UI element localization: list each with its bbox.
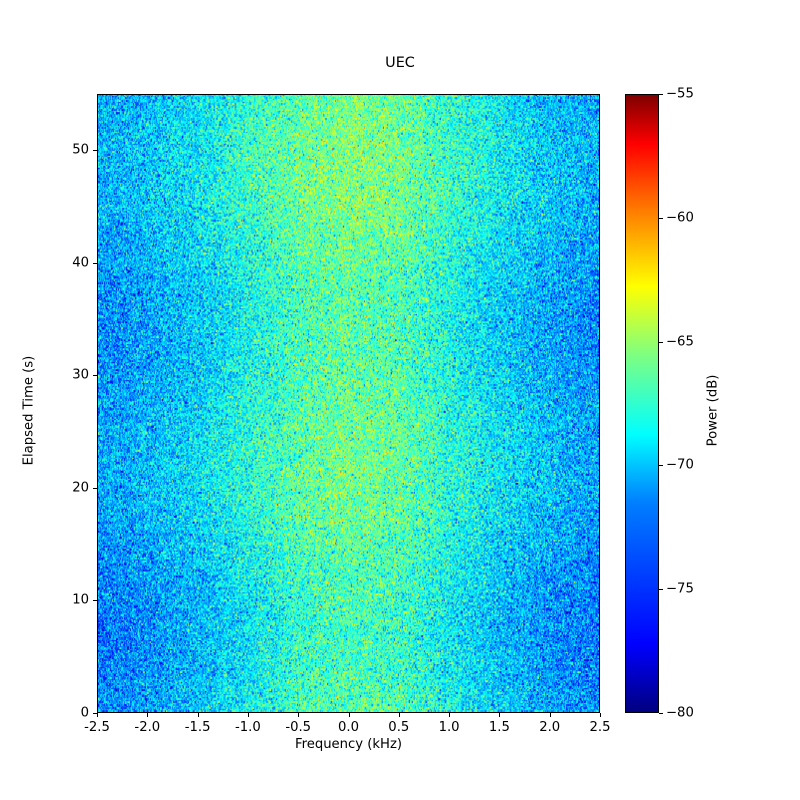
x-tick-label: 1.0 [438,720,460,735]
colorbar-tick-mark [659,589,663,591]
x-tick-label: 1.5 [488,720,510,735]
x-axis-label: Frequency (kHz) [294,737,403,752]
x-tick-label: 0.5 [388,720,410,735]
y-tick-mark [93,487,97,489]
x-tick-mark [97,713,98,717]
colorbar-tick-label: −55 [666,86,694,102]
x-tick-label: -1.0 [235,720,261,735]
x-tick-mark [549,713,551,717]
x-tick-mark [398,713,400,717]
x-tick-mark [348,713,350,717]
x-tick-mark [197,713,199,717]
colorbar-tick-label: −75 [666,581,694,597]
x-tick-label: 2.0 [539,720,561,735]
y-tick-mark [93,262,97,264]
y-tick-mark [93,713,97,714]
colorbar-tick-mark [659,341,663,343]
colorbar-tick-label: −65 [666,334,694,350]
x-tick-label: 2.5 [589,720,611,735]
y-tick-label: 0 [80,705,89,721]
title-line-station: UEC [385,54,415,71]
colorbar-tick-label: −80 [666,705,694,721]
y-tick-label: 40 [72,255,89,271]
x-tick-mark [298,713,300,717]
y-tick-label: 50 [72,142,89,158]
x-tick-mark [449,713,451,717]
colorbar-tick-mark [659,217,663,219]
x-tick-label: 0.0 [338,720,359,735]
colorbar-tick-label: −70 [666,457,694,473]
x-tick-mark [600,713,601,717]
y-tick-mark [93,375,97,377]
colorbar-tick-mark [659,94,663,95]
y-tick-mark [93,150,97,152]
x-tick-label: -0.5 [285,720,312,735]
spectrogram-image [98,95,599,712]
y-tick-label: 10 [72,592,89,608]
colorbar-tick-mark [659,713,663,714]
colorbar-tick-label: −60 [666,210,694,226]
x-tick-mark [499,713,501,717]
y-tick-mark [93,600,97,602]
y-tick-label: 30 [72,367,89,383]
colorbar-tick-mark [659,465,663,467]
x-tick-label: -2.0 [134,720,161,735]
y-tick-label: 20 [72,480,89,496]
x-tick-label: -2.5 [84,720,110,735]
power-colorbar [625,94,659,713]
x-tick-mark [147,713,149,717]
x-tick-mark [247,713,249,717]
spectrogram-plot-area [97,94,600,713]
colorbar-label: Power (dB) [705,374,721,447]
x-tick-label: -1.5 [184,720,211,735]
